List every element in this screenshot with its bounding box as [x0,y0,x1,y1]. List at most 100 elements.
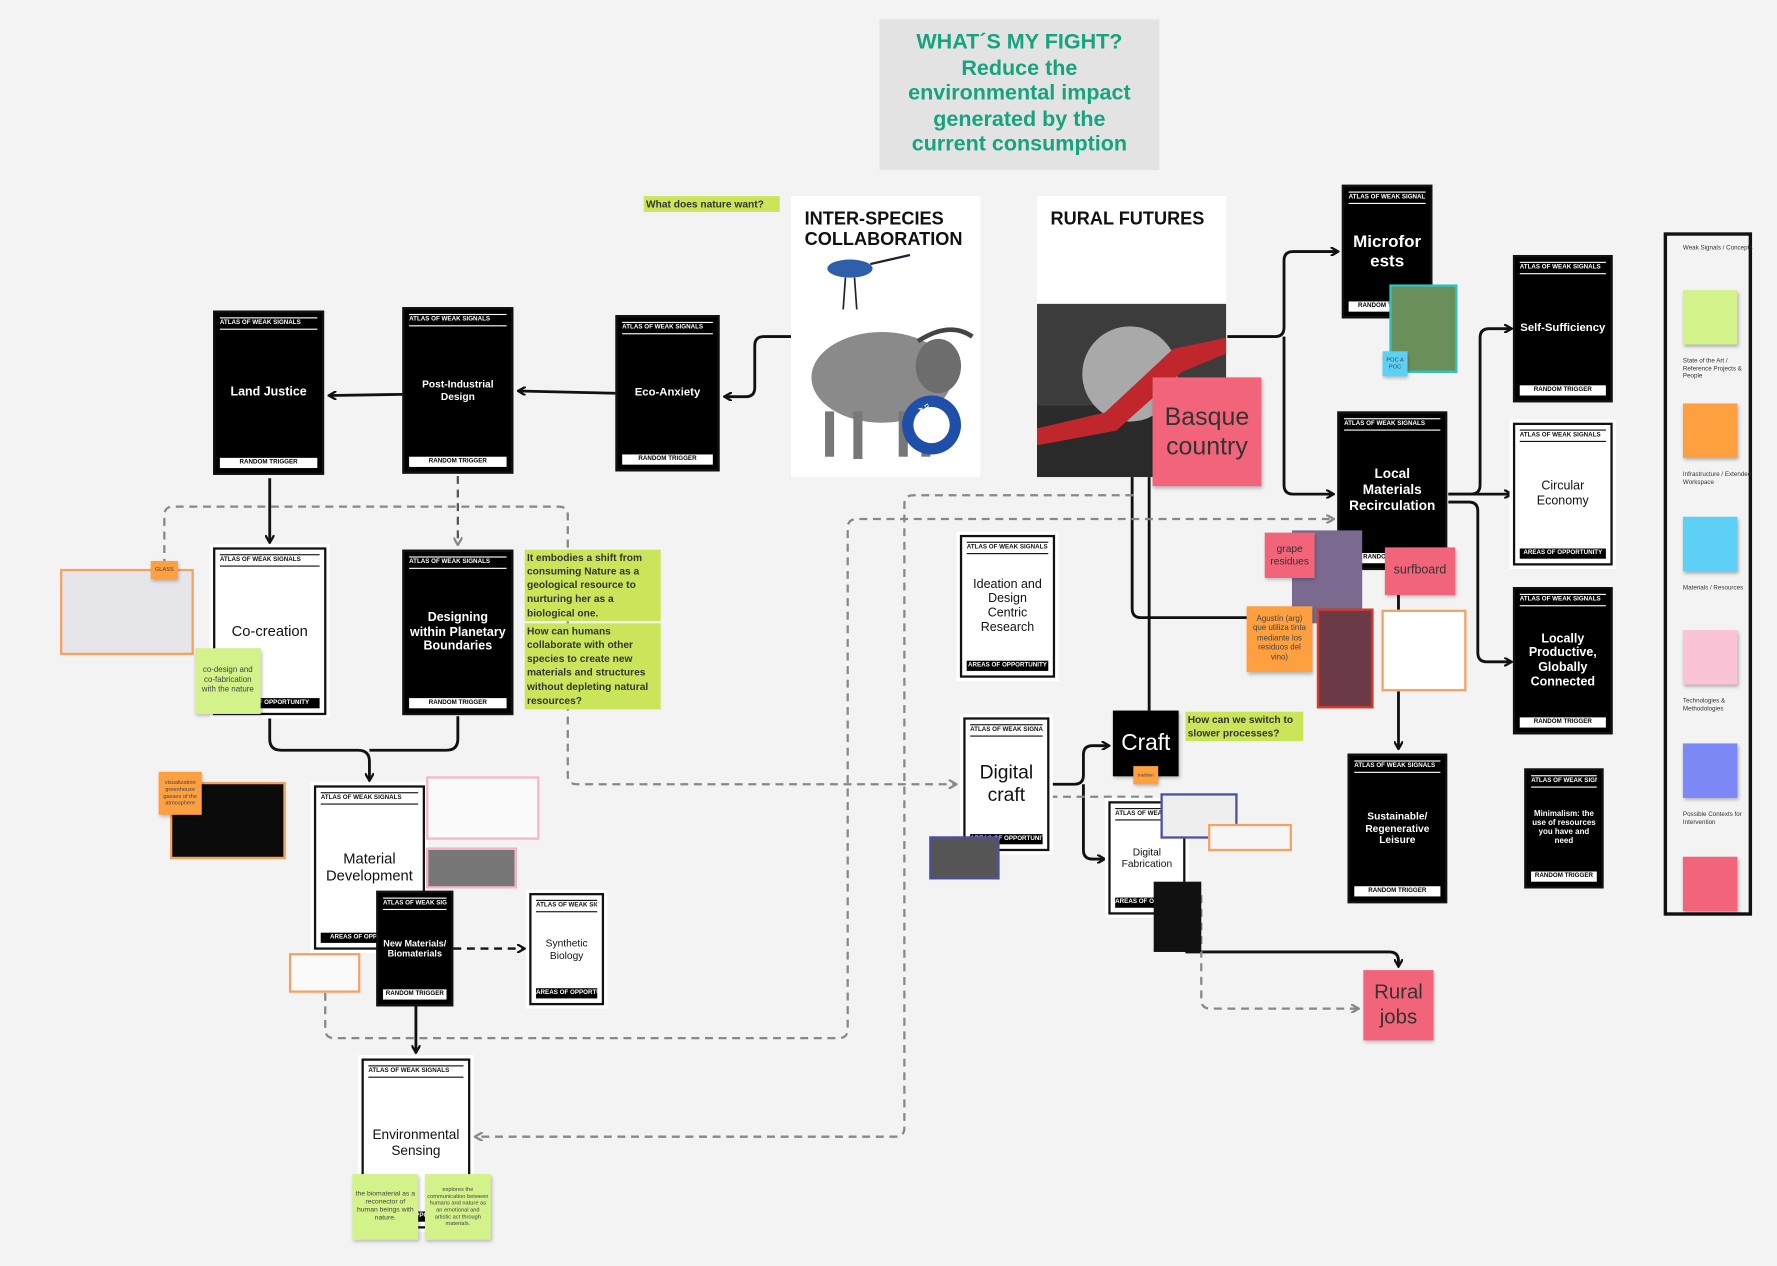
card: ATLAS OF WEAK SIGNALS Digital craft AREAS … [963,717,1050,852]
reference-image [426,776,540,840]
card-footer: AREAS OF OPPORTUNITY [536,988,598,999]
card: ATLAS OF WEAK SIGNALS Post-Industrial Des… [402,307,514,474]
legend-swatch [1682,630,1738,685]
card-header: ATLAS OF WEAK SIGNALS [368,1065,464,1078]
legend-label: State of the Art / Reference Projects & … [1682,358,1742,380]
card-header: ATLAS OF WEAK SIGNALS [1519,429,1606,442]
card-title: Locally Productive, Globally Connected [1528,632,1597,689]
card-title: Microfor ests [1353,232,1422,271]
legend-swatch [1682,856,1738,912]
card-footer: RANDOM TRIGGER [1519,385,1606,396]
sticky-note: surfboard [1384,547,1456,595]
sticky-note: GLASS [150,560,178,580]
card-title: Material Development [326,849,413,884]
card-title: Local Materials Recirculation [1349,466,1436,514]
title: WHAT´S MY FIGHT? [916,31,1123,55]
sticky-note: tradition [1133,766,1159,785]
card-footer: AREAS OF OPPORTUNITY [219,698,320,709]
card-header: ATLAS OF WEAK SIGNALS [1519,261,1606,275]
card-footer: RANDOM TRIGGER [1348,301,1426,312]
reference-image [426,847,517,889]
sticky-note: grape residues [1264,532,1315,578]
sticky-note: the biomaterial as a reconector of human… [352,1174,419,1240]
card-footer: RANDOM TRIGGER [383,989,447,1000]
card-header: ATLAS OF WEAK SIGNALS [1519,593,1606,607]
poster: INTER-SPECIES COLLABORATION Design for t… [791,196,981,478]
sticky-note: Basque country [1152,377,1262,487]
card-title: Digital craft [979,762,1034,806]
sticky-note: Agustín (arg) que utiliza tinta mediante… [1246,606,1313,673]
card: ATLAS OF WEAK SIGNALS Sustainable/ Regene… [1347,753,1448,904]
legend-swatch [1682,403,1738,458]
card-title: Digital Fabrication [1121,846,1173,870]
card: ATLAS OF WEAK SIGNALS Land Justice RANDOM … [213,310,325,475]
card-title: Co-creation [231,621,308,639]
title-box: WHAT´S MY FIGHT? Reduce the environmenta… [879,19,1160,170]
card-title: New Materials/ Biomaterials [383,938,447,959]
card-header: ATLAS OF WEAK SIGNALS [536,899,598,913]
legend-swatch [1682,290,1738,345]
subtitle: Reduce the environmental impact generate… [908,56,1131,157]
sticky-note: Rural jobs [1363,970,1434,1041]
legend-label: Technologies & Methodologies [1682,698,1726,713]
card: ATLAS OF WEAK SIGNALS Eco-Anxiety RANDOM T… [615,315,720,472]
card-footer: RANDOM TRIGGER [622,454,713,465]
card-title: Self-Sufficiency [1520,322,1606,335]
card-title: Sustainable/ Regenerative Leisure [1365,810,1430,846]
reference-image [929,836,1000,880]
card-footer: AREAS OF OPPORTUNITY [1115,897,1179,908]
card-footer: AREAS OF OPPORTUNITY [966,660,1049,671]
card-header: ATLAS OF WEAK SIGNALS [966,541,1049,555]
legend: Weak Signals / Concepts State of the Art … [1663,232,1752,916]
card: ATLAS OF WEAK SIGNALS Designing within Pl… [402,549,514,716]
card-header: ATLAS OF WEAK SIGNALS [409,556,507,569]
sticky-note: Craft [1112,710,1179,777]
card-footer: RANDOM TRIGGER [1354,886,1441,897]
sticky-note: co-design and co-fabrication with the na… [194,648,261,714]
legend-swatch [1682,743,1738,798]
card: ATLAS OF WEAK SIGNALS Self-Sufficiency RAN… [1512,254,1613,403]
poster-title: INTER-SPECIES COLLABORATION [804,209,963,249]
poster-title: RURAL FUTURES [1050,209,1205,229]
card-title: Designing within Planetary Boundaries [410,610,506,654]
card-title: Synthetic Biology [545,937,588,961]
legend-label: Possible Contexts for Intervention [1682,811,1742,826]
reference-image [1153,881,1202,952]
card-title: Land Justice [230,385,307,400]
card-header: ATLAS OF WEAK SIGNALS [1344,418,1441,431]
card: ATLAS OF WEAK SIGNALS Synthetic Biology AR… [529,893,605,1006]
card: ATLAS OF WEAK SIGNALS Ideation and Design… [959,534,1056,678]
reference-image [288,953,361,993]
card-footer: RANDOM TRIGGER [1531,871,1597,882]
card-footer: RANDOM TRIGGER [219,457,318,469]
card-footer: AREAS OF OPPORTUNITY [320,932,419,943]
question-label: What does nature want? [643,196,780,213]
sticky-note: visualization greenhouse gasses of the a… [158,771,202,815]
card-header: ATLAS OF WEAK SIGNALS [1115,808,1179,821]
card: ATLAS OF WEAK SIGNALS New Materials/ Biom… [376,890,454,1007]
dashed-arrows [163,475,1357,1137]
legend-swatch [1682,516,1738,572]
reference-image [1381,609,1467,692]
card-header: ATLAS OF WEAK SIGNALS [1348,191,1426,204]
card-title: Post-Industrial Design [422,378,494,402]
card-header: ATLAS OF WEAK SIGNALS [409,313,507,327]
card-title: Circular Economy [1536,479,1589,508]
card-title: Environmental Sensing [372,1126,460,1159]
card-header: ATLAS OF WEAK SIGNALS [219,317,318,330]
card-footer: AREAS OF OPPORTUNITY [970,834,1043,845]
card: ATLAS OF WEAK SIGNALS Locally Productive,… [1512,587,1613,735]
card-header: ATLAS OF WEAK SIGNALS [1354,760,1441,773]
card-header: ATLAS OF WEAK SIGNALS [383,897,447,911]
card-footer: RANDOM TRIGGER [1519,717,1606,728]
card-header: ATLAS OF WEAK SIGNALS [219,554,320,567]
question-label: It embodies a shift from consuming Natur… [524,549,661,621]
card-header: ATLAS OF WEAK SIGNALS [320,792,419,805]
card-header: ATLAS OF WEAK SIGNALS [1531,775,1597,788]
card: ATLAS OF WEAK SIGNALS Material Developmen… [313,785,425,950]
poster-image [811,253,974,459]
card-footer: RANDOM TRIGGER [409,698,507,709]
card: ATLAS OF WEAK SIGNALS Minimalism: the use… [1524,768,1604,889]
